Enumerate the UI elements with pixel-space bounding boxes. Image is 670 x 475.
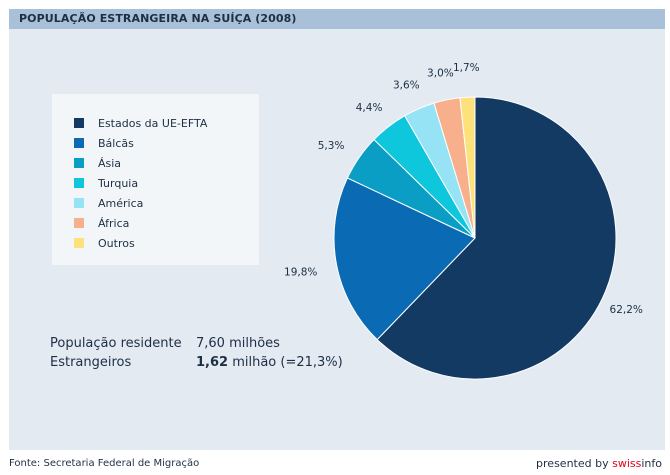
legend-swatch: [74, 238, 84, 248]
pie-slice: [459, 96, 476, 239]
presented-by: presented by swissinfo: [536, 457, 662, 470]
chart-panel: POPULAÇÃO ESTRANGEIRA NA SUÍÇA (2008) Es…: [9, 9, 665, 450]
brand-logo-rest: info: [641, 457, 662, 470]
legend-label: Outros: [98, 236, 135, 250]
legend-item-ue-efta: Estados da UE-EFTA: [74, 116, 207, 130]
resident-value: 7,60 milhões: [196, 336, 280, 351]
slice-label: 62,2%: [610, 304, 643, 316]
legend-label: Estados da UE-EFTA: [98, 116, 208, 130]
legend-swatch: [74, 218, 84, 228]
slice-label: 19,8%: [284, 267, 317, 279]
legend-item-america: América: [74, 196, 143, 210]
slice-label: 4,4%: [356, 102, 383, 114]
source-note: Fonte: Secretaria Federal de Migração: [9, 458, 200, 469]
legend: Estados da UE-EFTA Bálcãs Ásia Turquia A…: [52, 94, 259, 265]
legend-item-outros: Outros: [74, 236, 135, 250]
foreign-value: 1,62 milhão (=21,3%): [196, 353, 343, 372]
slice-label: 1,7%: [453, 62, 480, 74]
resident-label: População residente: [50, 336, 182, 351]
stat-row-resident: População residente 7,60 milhões: [50, 334, 343, 353]
pie-slice: [333, 177, 476, 341]
legend-label: América: [98, 196, 144, 210]
stat-row-foreign: Estrangeiros 1,62 milhão (=21,3%): [50, 353, 343, 372]
slice-label: 3,6%: [393, 79, 420, 91]
legend-item-africa: África: [74, 216, 129, 230]
slice-label: 5,3%: [318, 140, 345, 152]
presented-prefix: presented by: [536, 457, 613, 470]
pie-chart: 62,2% 19,8% 5,3% 4,4% 3,6% 3,0% 1,7%: [284, 62, 643, 380]
population-stats: População residente 7,60 milhões Estrang…: [50, 334, 343, 372]
legend-label: Turquia: [98, 176, 139, 190]
chart-title: POPULAÇÃO ESTRANGEIRA NA SUÍÇA (2008): [19, 12, 297, 25]
legend-swatch: [74, 158, 84, 168]
legend-label: Bálcãs: [98, 136, 134, 150]
legend-swatch: [74, 138, 84, 148]
legend-label: Ásia: [98, 156, 122, 170]
legend-swatch: [74, 118, 84, 128]
legend-item-balcas: Bálcãs: [74, 136, 134, 150]
foreign-label: Estrangeiros: [50, 355, 132, 370]
foreign-value-rest: milhão (=21,3%): [228, 355, 343, 370]
pie-slice: [376, 96, 617, 380]
legend-swatch: [74, 198, 84, 208]
legend-item-turquia: Turquia: [74, 176, 138, 190]
title-bar: POPULAÇÃO ESTRANGEIRA NA SUÍÇA (2008): [9, 9, 665, 29]
legend-item-asia: Ásia: [74, 156, 121, 170]
slice-label: 3,0%: [427, 67, 454, 79]
legend-label: África: [98, 216, 130, 230]
foreign-value-bold: 1,62: [196, 355, 229, 370]
brand-logo-accent: swiss: [612, 457, 642, 470]
legend-swatch: [74, 178, 84, 188]
